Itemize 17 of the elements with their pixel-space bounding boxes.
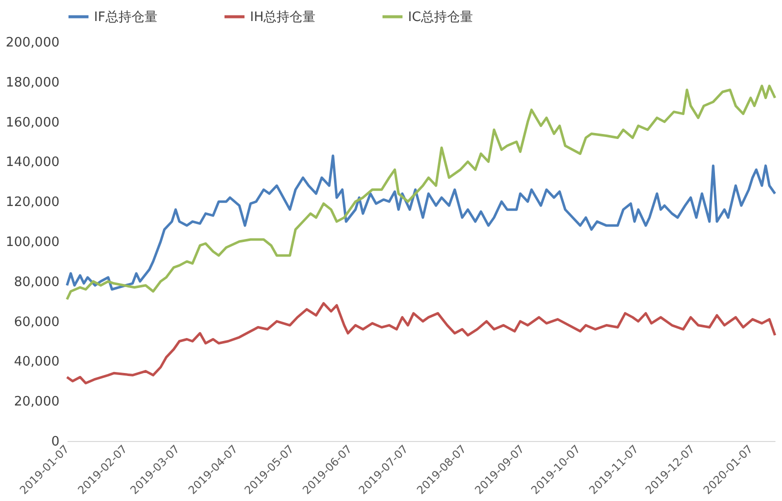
y-tick-label: 20,000: [14, 394, 60, 410]
y-tick-label: 200,000: [6, 36, 60, 50]
legend-label: IH总持仓量: [250, 10, 316, 25]
y-tick-label: 160,000: [6, 115, 60, 130]
line-series: [66, 154, 776, 291]
legend-label: IC总持仓量: [408, 10, 473, 25]
y-tick-label: 140,000: [6, 155, 60, 170]
legend-label: IF总持仓量: [94, 10, 158, 25]
y-tick-label: 180,000: [6, 75, 60, 90]
y-tick-label: 100,000: [6, 235, 60, 250]
y-tick-label: 120,000: [6, 195, 60, 210]
line-series: [66, 302, 776, 384]
line-series: [66, 84, 776, 301]
y-tick-label: 0: [51, 434, 60, 450]
y-tick-label: 40,000: [14, 354, 60, 370]
y-tick-label: 80,000: [14, 274, 60, 290]
y-tick-label: 60,000: [14, 314, 60, 330]
